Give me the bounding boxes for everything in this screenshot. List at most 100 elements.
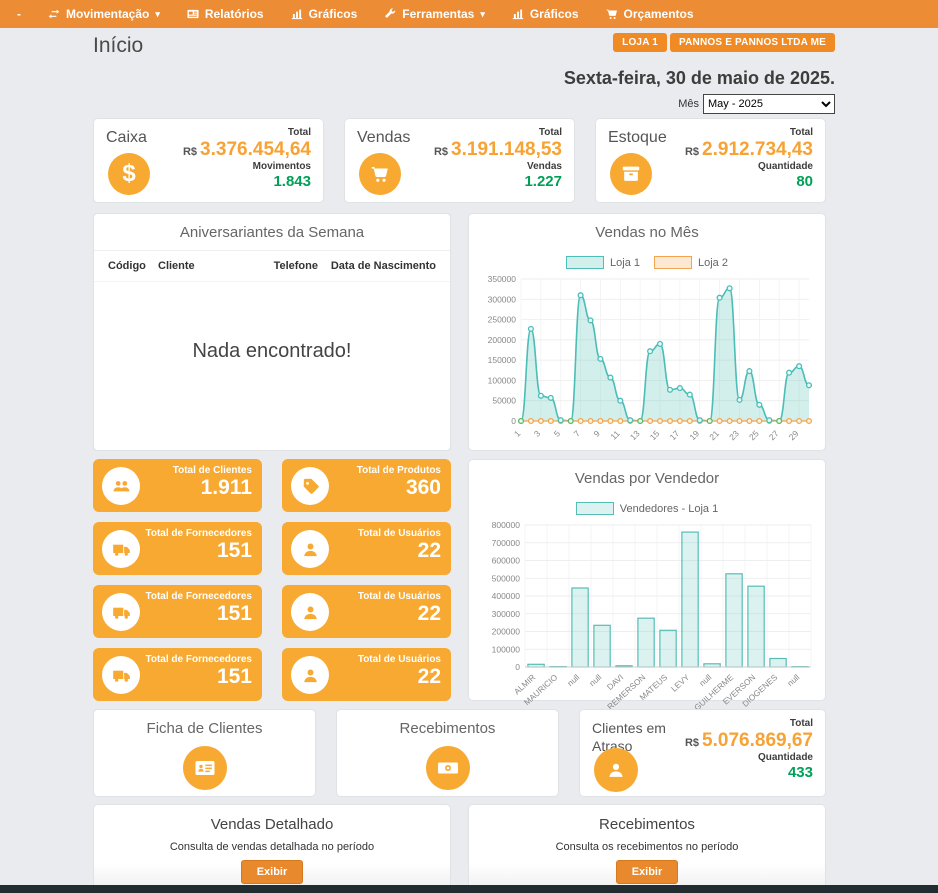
footer-bar <box>0 885 938 893</box>
stat-value: 22 <box>417 602 441 625</box>
nav-item-gr-ficos[interactable]: Gráficos <box>498 0 592 28</box>
svg-text:0: 0 <box>511 416 516 426</box>
stat-value: 360 <box>405 476 441 499</box>
exibir-button[interactable]: Exibir <box>240 860 304 884</box>
stat-label: Total de Fornecedores <box>145 591 252 602</box>
summary-card-caixa: Caixa $ Total R$ 3.376.454,64 Movimentos … <box>93 118 324 203</box>
stats-grid: Total de Clientes 1.911 Total de Produto… <box>93 459 451 701</box>
nav-item-ferramentas[interactable]: Ferramentas ▾ <box>370 0 498 28</box>
legend-swatch <box>566 256 605 269</box>
birthdays-title: Aniversariantes da Semana <box>94 214 450 251</box>
svg-text:LEVY: LEVY <box>669 672 692 694</box>
sales-seller-chart-body: 0 100000 200000 300000 400000 500000 600000 700… <box>469 517 825 717</box>
nav-item-label: Orçamentos <box>623 7 694 21</box>
sales-month-legend: Loja 1 Loja 2 <box>469 250 825 271</box>
legend-item: Vendedores - Loja 1 <box>575 502 718 515</box>
svg-text:800000: 800000 <box>492 520 521 530</box>
svg-text:11: 11 <box>608 428 622 442</box>
svg-text:100000: 100000 <box>488 375 517 385</box>
empty-message: Nada encontrado! <box>192 339 352 362</box>
stat-card-total-de-fornecedores: Total de Fornecedores 151 <box>93 585 262 638</box>
count-value: 1.227 <box>524 173 562 190</box>
svg-text:null: null <box>785 672 801 688</box>
chevron-down-icon: ▾ <box>480 8 485 19</box>
svg-text:13: 13 <box>628 428 642 442</box>
card-title: Caixa <box>106 129 147 146</box>
nav-item-label: Gráficos <box>308 7 358 21</box>
legend-swatch <box>575 502 614 515</box>
sales-month-chart-title: Vendas no Mês <box>595 224 699 241</box>
stat-label: Total de Produtos <box>356 465 441 476</box>
stat-value: 151 <box>216 602 252 625</box>
user-icon <box>291 593 329 631</box>
col-cliente: Cliente <box>158 260 195 272</box>
stat-label: Total de Clientes <box>172 465 252 476</box>
svg-text:600000: 600000 <box>492 556 521 566</box>
nav-item-label: Relatórios <box>204 7 264 21</box>
box-icon <box>610 153 652 195</box>
badges: LOJA 1 PANNOS E PANNOS LTDA ME <box>564 33 835 52</box>
card-title: Recebimentos <box>399 720 496 737</box>
month-label: Mês <box>678 98 699 110</box>
sales-seller-legend: Vendedores - Loja 1 <box>469 496 825 517</box>
date-text: Sexta-feira, 30 de maio de 2025. <box>563 68 835 88</box>
sales-seller-chart-card: Vendas por Vendedor Vendedores - Loja 1 … <box>468 459 826 711</box>
idcard-icon <box>182 746 227 790</box>
total-value: R$ 2.912.734,43 <box>684 139 813 160</box>
exibir-button[interactable]: Exibir <box>615 860 679 884</box>
stat-value: 151 <box>216 539 252 562</box>
action-card-vendas-detalhado: Vendas Detalhado Consulta de vendas deta… <box>93 804 451 889</box>
truck-icon <box>102 656 140 694</box>
nav-item-gr-ficos[interactable]: Gráficos <box>277 0 371 28</box>
svg-text:250000: 250000 <box>488 315 517 325</box>
stat-card-total-de-usu-rios: Total de Usuários 22 <box>282 522 451 575</box>
nav-item-collapsed[interactable]: - <box>4 0 34 28</box>
sales-month-chart-card: Vendas no Mês Loja 1 Loja 2 0 50000 100000 1… <box>468 213 826 451</box>
count-label: Vendas <box>526 161 562 172</box>
svg-text:null: null <box>697 672 713 688</box>
sales-seller-chart-title: Vendas por Vendedor <box>574 470 720 487</box>
stat-card-total-de-fornecedores: Total de Fornecedores 151 <box>93 648 262 701</box>
nav-item-movimenta-o[interactable]: Movimentação ▾ <box>34 0 173 28</box>
nav-item-label: Gráficos <box>529 7 579 21</box>
tag-icon <box>291 467 329 505</box>
summary-card-estoque: Estoque Total R$ 2.912.734,43 Quantidade … <box>595 118 826 203</box>
nav-item-relat-rios[interactable]: Relatórios <box>173 0 277 28</box>
svg-text:17: 17 <box>668 428 682 442</box>
svg-text:50000: 50000 <box>492 396 516 406</box>
cart-icon <box>359 153 401 195</box>
svg-text:300000: 300000 <box>488 294 517 304</box>
card-title: Estoque <box>608 129 667 146</box>
svg-text:100000: 100000 <box>492 644 521 654</box>
shortcut-card-ficha-de-clientes[interactable]: Ficha de Clientes <box>93 709 316 797</box>
summary-row: Caixa $ Total R$ 3.376.454,64 Movimentos … <box>93 118 826 203</box>
stat-value: 1.911 <box>200 476 252 499</box>
total-label: Total <box>538 127 562 138</box>
cart-icon <box>605 7 619 21</box>
page-title: Início <box>93 34 144 57</box>
stat-card-total-de-fornecedores: Total de Fornecedores 151 <box>93 522 262 575</box>
svg-text:1: 1 <box>512 428 523 439</box>
svg-text:3: 3 <box>532 428 543 439</box>
svg-text:200000: 200000 <box>488 335 517 345</box>
card-description: Consulta de vendas detalhada no período <box>169 841 375 853</box>
month-select[interactable]: May - 2025 <box>703 94 835 114</box>
user-icon <box>291 530 329 568</box>
stat-card-total-de-usu-rios: Total de Usuários 22 <box>282 648 451 701</box>
svg-text:400000: 400000 <box>492 591 521 601</box>
shortcut-card-recebimentos[interactable]: Recebimentos <box>336 709 559 797</box>
user-icon <box>291 656 329 694</box>
stat-label: Total de Fornecedores <box>145 654 252 665</box>
header-right: LOJA 1 PANNOS E PANNOS LTDA ME Sexta-fei… <box>564 33 835 114</box>
svg-text:5: 5 <box>552 428 563 439</box>
action-card-recebimentos: Recebimentos Consulta os recebimentos no… <box>468 804 826 889</box>
middle-row: Aniversariantes da Semana Código Cliente… <box>93 213 826 451</box>
nav-item-or-amentos[interactable]: Orçamentos <box>592 0 707 28</box>
main-content: Caixa $ Total R$ 3.376.454,64 Movimentos … <box>0 118 938 889</box>
stat-label: Total de Fornecedores <box>145 528 252 539</box>
svg-text:0: 0 <box>515 662 520 672</box>
svg-text:29: 29 <box>787 428 801 442</box>
svg-text:25: 25 <box>747 428 761 442</box>
birthdays-table-header: Código Cliente Telefone Data de Nascimen… <box>94 251 450 282</box>
count-value: 80 <box>796 173 813 190</box>
